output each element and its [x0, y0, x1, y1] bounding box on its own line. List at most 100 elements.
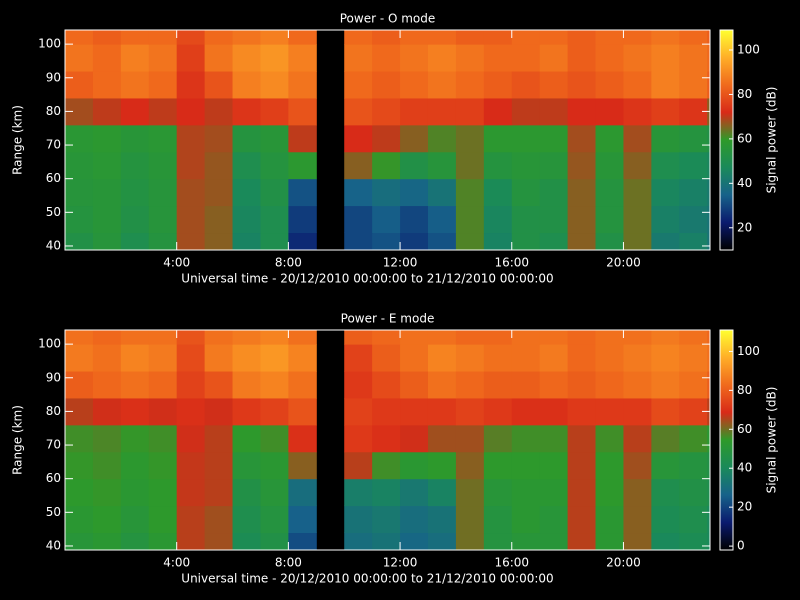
heat-cell [232, 397, 261, 426]
heat-cell [260, 478, 289, 507]
heat-cell [455, 478, 485, 507]
colorbar-label: Signal power (dB) [765, 87, 779, 194]
heat-cell [539, 151, 569, 180]
x-tick-label: 8:00 [275, 556, 302, 570]
y-tick-label: 90 [46, 370, 61, 384]
x-tick-label: 20:00 [606, 556, 641, 570]
heat-cell [679, 330, 708, 345]
heat-cell [372, 505, 401, 534]
heat-cell [651, 44, 680, 72]
heat-cell [288, 451, 317, 480]
heat-cell [567, 151, 597, 180]
heat-cell [567, 505, 597, 534]
plot-frame [64, 329, 711, 551]
heat-cell [232, 232, 261, 250]
heat-cell [288, 478, 317, 507]
heat-cell [679, 232, 708, 250]
heat-cell [707, 424, 710, 453]
heat-cell [427, 344, 457, 372]
heat-cell [344, 232, 373, 250]
heat-cell [204, 424, 234, 453]
heat-cell [148, 505, 178, 534]
heat-cell [176, 124, 206, 153]
heat-cell [65, 44, 94, 72]
heat-cell [372, 124, 401, 153]
heat-cell [92, 505, 122, 534]
heat-cell [232, 71, 261, 99]
heat-cell [344, 451, 373, 480]
colorbar-label: Signal power (dB) [765, 387, 779, 494]
heat-cell [707, 151, 710, 180]
heat-cell [595, 505, 624, 534]
colorbar [719, 329, 734, 551]
heat-cell [176, 151, 206, 180]
heat-cell [65, 205, 94, 234]
heat-cell [400, 371, 429, 399]
heat-cell [595, 71, 624, 99]
heat-cell [427, 124, 457, 153]
heat-cell [92, 71, 122, 99]
heat-cell [148, 205, 178, 234]
heat-cell [260, 44, 289, 72]
heat-cell [260, 30, 289, 45]
heat-cell [511, 532, 541, 550]
heat-cell [567, 178, 597, 207]
heat-cell [427, 397, 457, 426]
heat-cell [92, 151, 122, 180]
heat-cell [595, 30, 624, 45]
colorbar-tick-label: 100 [737, 43, 760, 57]
heat-cell [204, 478, 234, 507]
heat-cell [120, 71, 150, 99]
x-tick-label: 12:00 [383, 256, 418, 270]
heat-cell [400, 424, 429, 453]
heat-cell [120, 330, 150, 345]
heat-cell [344, 397, 373, 426]
heat-cell [539, 178, 569, 207]
heat-cell [288, 505, 317, 534]
heat-cell [120, 151, 150, 180]
heat-cell [455, 151, 485, 180]
heat-cell [427, 232, 457, 250]
plot-area [65, 30, 710, 250]
heat-cell [204, 178, 234, 207]
y-tick-label: 70 [46, 438, 61, 452]
heat-cell [483, 344, 513, 372]
heat-cell [400, 505, 429, 534]
heat-cell [204, 330, 234, 345]
heat-cell [511, 44, 541, 72]
heat-cell [176, 344, 206, 372]
heat-cell [232, 97, 261, 126]
heat-cell [400, 232, 429, 250]
heat-cell [511, 505, 541, 534]
heat-cell [176, 532, 206, 550]
heat-cell [455, 371, 485, 399]
x-tick-label: 20:00 [606, 256, 641, 270]
heat-cell [483, 505, 513, 534]
heat-cell [120, 30, 150, 45]
heat-cell [92, 97, 122, 126]
heat-cell [372, 178, 401, 207]
heat-cell [344, 532, 373, 550]
heat-cell [595, 124, 624, 153]
heat-cell [344, 151, 373, 180]
heat-cell [595, 330, 624, 345]
heat-cell [539, 371, 569, 399]
heat-cell [344, 478, 373, 507]
heat-cell [511, 451, 541, 480]
heat-cell [176, 97, 206, 126]
chart-title: Power - O mode [340, 12, 436, 26]
heat-cell [372, 151, 401, 180]
heat-cell [623, 330, 652, 345]
heat-cell [511, 205, 541, 234]
heat-cell [400, 532, 429, 550]
heat-cell [595, 451, 624, 480]
heat-cell [400, 205, 429, 234]
heat-cell [483, 478, 513, 507]
heat-cell [567, 97, 597, 126]
heat-cell [260, 532, 289, 550]
heat-cell [539, 451, 569, 480]
heat-cell [65, 371, 94, 399]
heat-cell [120, 532, 150, 550]
heat-cell [567, 30, 597, 45]
